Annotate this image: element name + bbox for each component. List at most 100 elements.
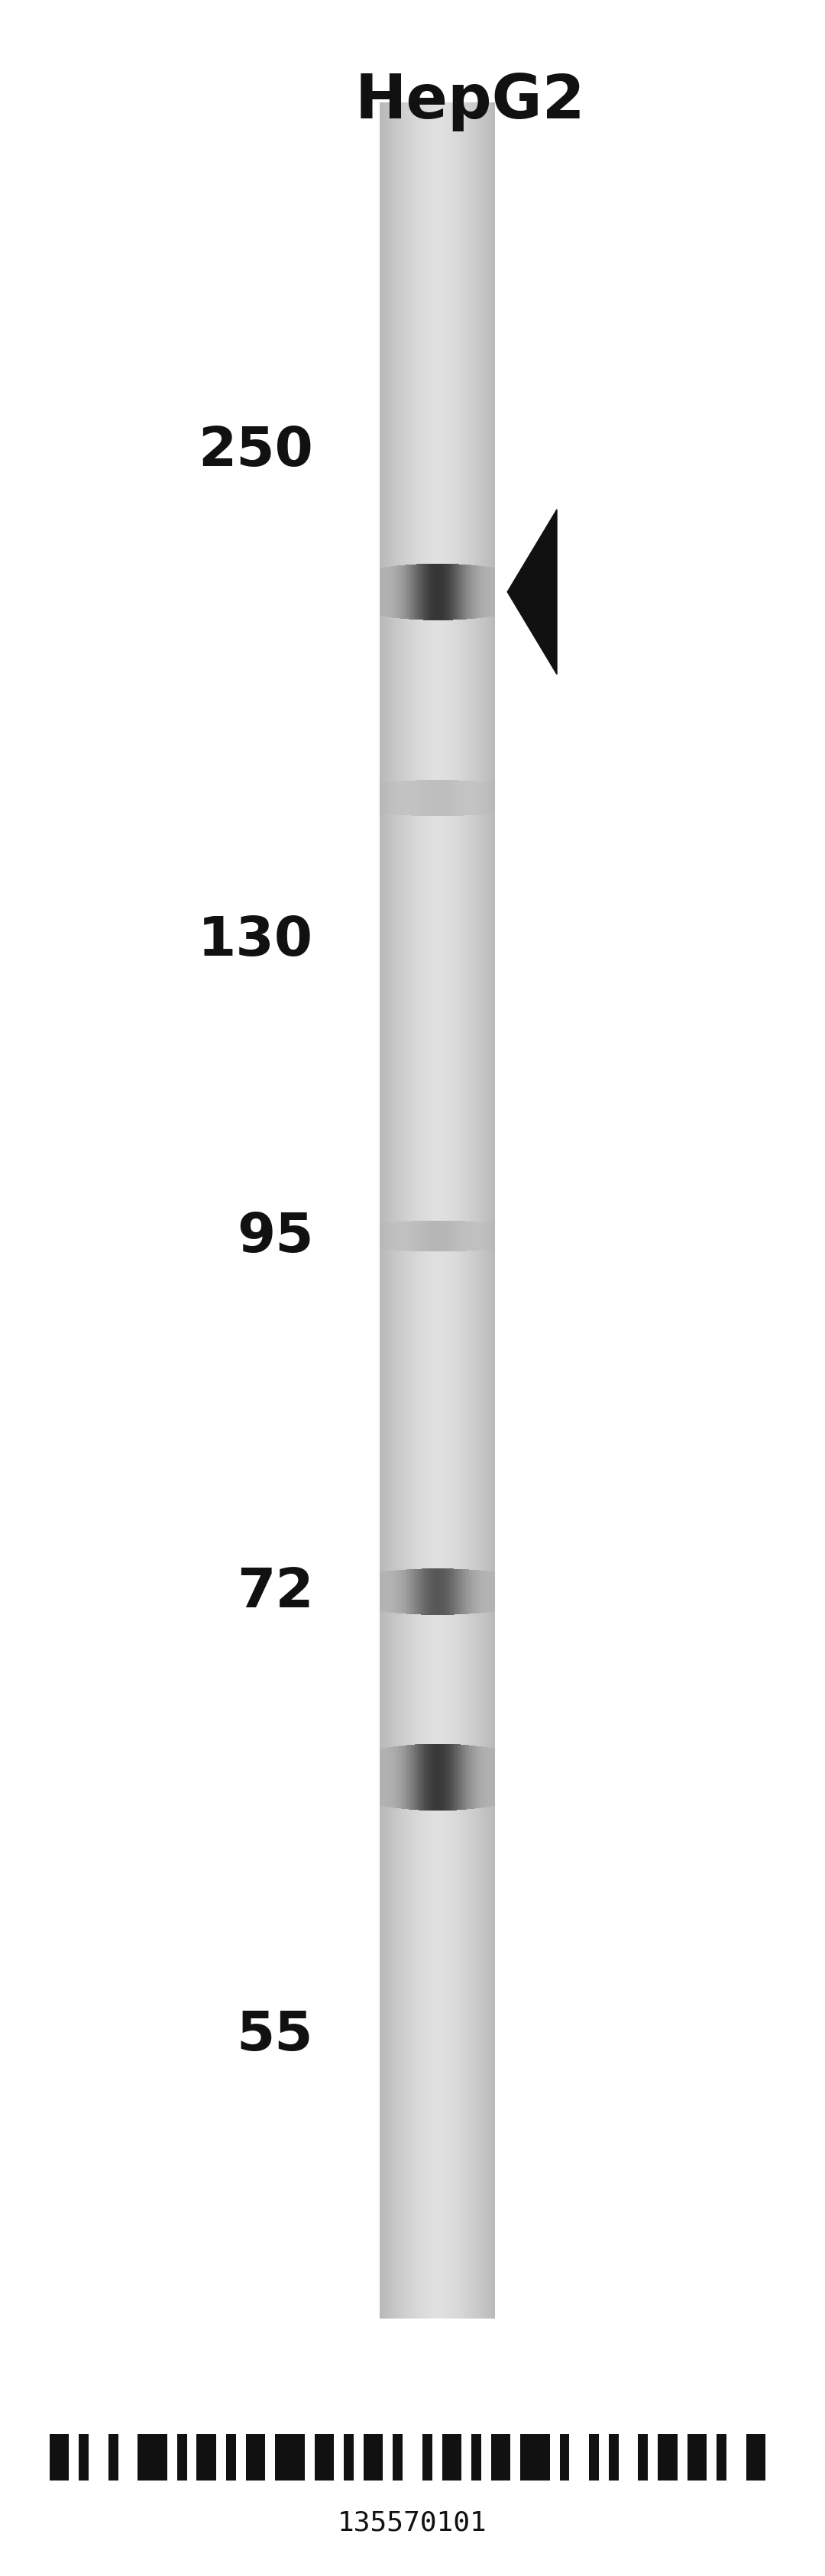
Bar [138,2434,167,2481]
Bar [433,1221,435,1252]
Bar [423,103,424,2318]
Bar [484,103,485,2318]
Bar [456,564,457,621]
Bar [448,103,449,2318]
Bar [456,1744,457,1811]
Bar [79,2434,89,2481]
Bar [411,781,412,817]
Bar [483,1747,484,1808]
Bar [389,1224,390,1249]
Bar [465,1744,466,1811]
Bar [478,567,479,618]
Bar [422,103,423,2318]
Bar [395,1221,396,1252]
Bar [485,567,487,618]
Bar [492,567,493,618]
Bar [421,564,422,621]
Bar [494,103,495,2318]
Bar [490,103,491,2318]
Bar [387,1224,389,1249]
Bar [480,103,482,2318]
Bar [448,564,449,621]
Bar [423,564,424,621]
Bar [471,1221,472,1252]
Bar [384,1571,385,1613]
Bar [455,1221,456,1252]
Bar [473,1571,474,1613]
Bar [417,1744,418,1811]
Bar [412,781,413,817]
Bar [435,1744,436,1811]
Bar [445,1744,446,1811]
Bar [411,1221,412,1252]
Bar [489,1749,490,1806]
Bar [487,1571,488,1613]
Bar [418,564,419,621]
Bar [485,1747,487,1808]
Bar [470,1569,471,1615]
Bar [422,2434,432,2481]
Bar [419,564,420,621]
Bar [392,1571,393,1613]
Bar [418,1744,419,1811]
Bar [469,564,470,621]
Bar [424,103,425,2318]
Bar [409,1221,410,1252]
Bar [471,781,472,817]
Bar [477,1747,478,1808]
Bar [427,1744,429,1811]
Bar [444,1569,445,1615]
Bar [456,1221,457,1252]
Bar [490,1571,491,1613]
Bar [394,103,395,2318]
Bar [492,103,493,2318]
Text: 250: 250 [198,425,313,477]
Bar [409,564,410,621]
Bar [394,783,395,814]
Bar [491,567,492,618]
Bar [438,781,439,817]
Bar [426,781,427,817]
Bar [453,1569,454,1615]
Bar [460,1744,461,1811]
Bar [455,781,456,817]
Bar [430,1569,431,1615]
Text: 72: 72 [237,1566,313,1618]
Bar [364,2434,383,2481]
Bar [431,103,432,2318]
Bar [475,1221,476,1252]
Bar [454,781,455,817]
Bar [386,103,387,2318]
Bar [442,1569,443,1615]
Bar [443,1744,444,1811]
Bar [452,781,453,817]
Bar [387,103,389,2318]
Bar [476,781,477,817]
Bar [415,564,416,621]
Bar [465,781,466,817]
Bar [404,567,406,618]
Bar [479,783,480,814]
Bar [639,2434,648,2481]
Bar [454,103,455,2318]
Bar [488,103,489,2318]
Bar [415,1569,416,1615]
Bar [476,1221,477,1252]
Bar [484,1747,485,1808]
Bar [479,1747,480,1808]
Bar [412,1744,413,1811]
Bar [469,1569,470,1615]
Bar [462,564,464,621]
Bar [396,783,397,814]
Bar [108,2434,118,2481]
Bar [226,2434,236,2481]
Bar [383,1571,384,1613]
Bar [433,1744,435,1811]
Bar [464,1744,465,1811]
Bar [407,1221,408,1252]
Bar [390,1571,391,1613]
Bar [493,103,494,2318]
Bar [444,103,445,2318]
Bar [471,103,472,2318]
Bar [459,103,460,2318]
